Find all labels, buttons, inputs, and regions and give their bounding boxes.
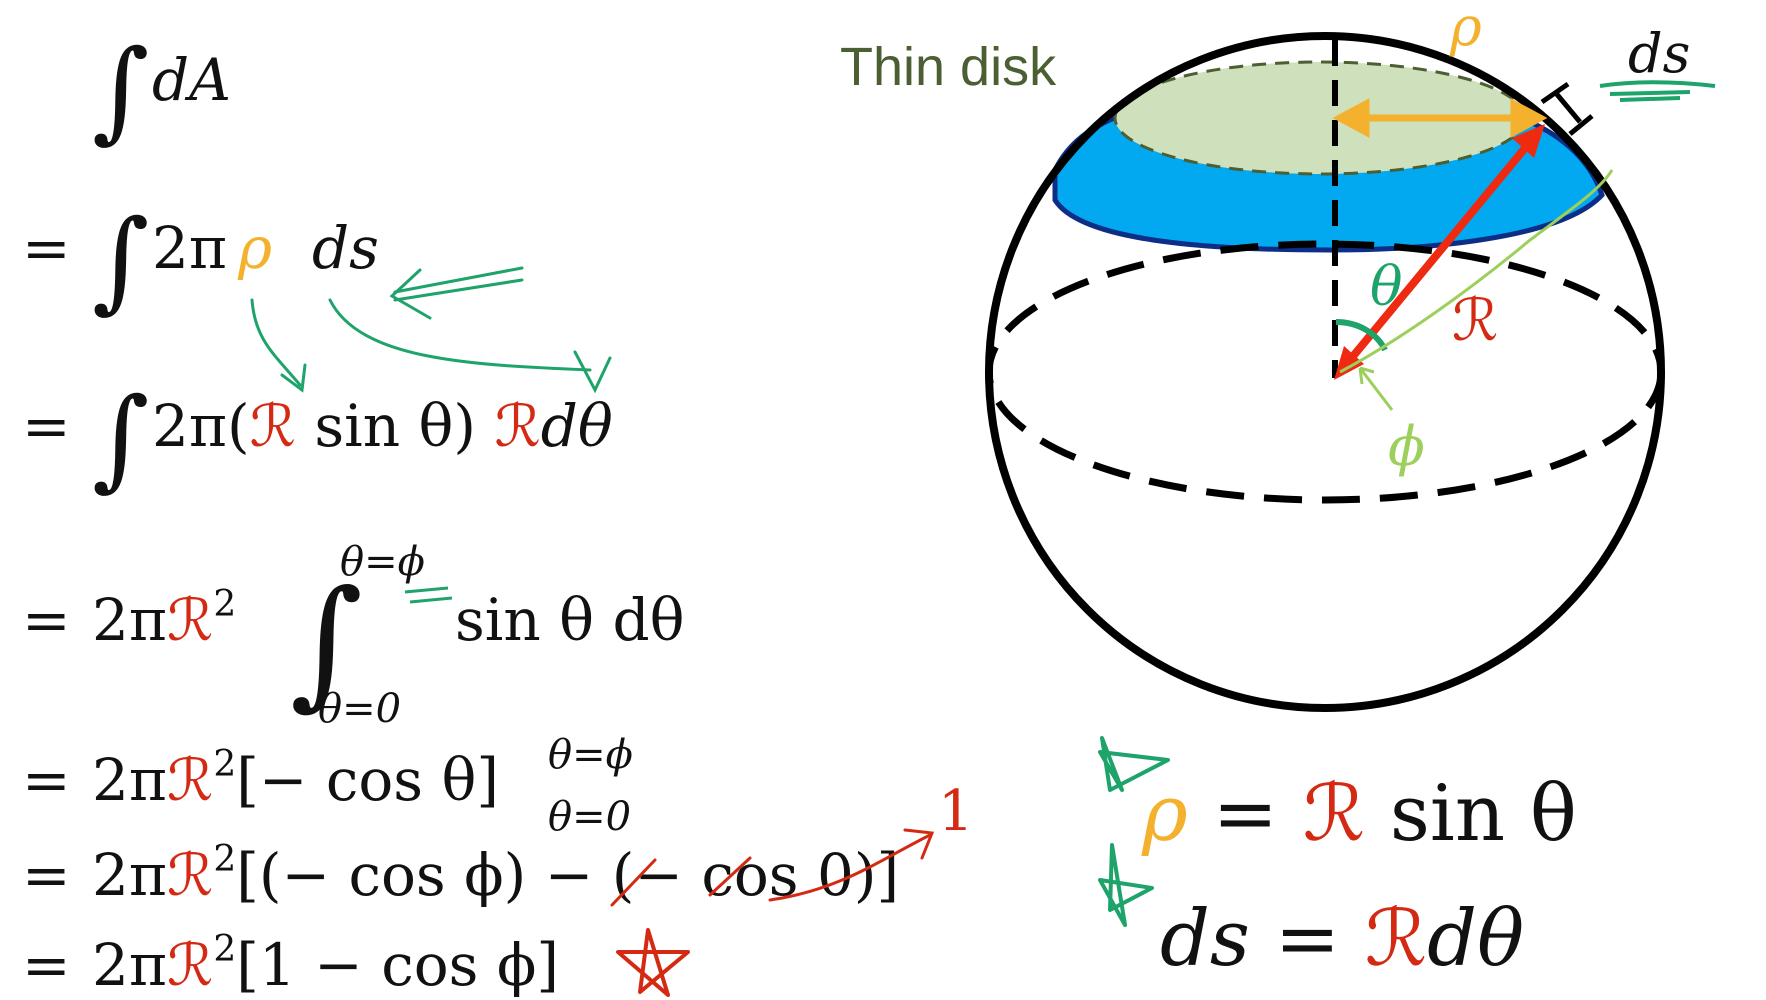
key-relations: ρ = ℛ sin θ ds = ℛdθ [1098, 736, 1577, 984]
green-star-icon-2 [1098, 843, 1154, 927]
bracket-5: [− cos θ] [236, 746, 499, 814]
squared-7: 2 [213, 929, 236, 970]
ds-tick [1540, 81, 1594, 136]
squared-6: 2 [213, 839, 236, 880]
equals-7: = [22, 931, 71, 999]
rho-eq-R: ℛ [1303, 769, 1365, 859]
two-pi-7: 2π [92, 931, 167, 999]
rho-eq-rhs: sin θ [1365, 769, 1577, 859]
two-pi-5: 2π [92, 746, 167, 814]
equals-4: = [22, 586, 71, 654]
line3-expression: 2π(ℛ sin θ) ℛdθ [152, 392, 613, 460]
line3-open: 2π( [152, 392, 250, 460]
equals-3: = [22, 392, 71, 460]
squared-5: 2 [213, 744, 236, 785]
phi-label: ϕ [1388, 415, 1425, 478]
upper-limit-5: θ=ϕ [548, 732, 633, 778]
ds-eq-rhs: dθ [1427, 894, 1524, 984]
script-R-7: ℛ [167, 931, 213, 999]
lower-limit-4: θ=0 [318, 686, 401, 732]
thin-disk-label: Thin disk [840, 37, 1057, 97]
line3-sin: sin θ) [296, 392, 495, 460]
rho-term: ρ [237, 214, 272, 282]
bracket-6: [(− cos ϕ) − (− cos 0)] [236, 841, 899, 909]
ds-term: ds [312, 214, 379, 282]
line5-expression: 2πℛ2[− cos θ] [92, 744, 499, 814]
rho-label: ρ [1449, 0, 1482, 58]
line3-dtheta: dθ [541, 392, 613, 460]
two-pi-4: 2π [92, 586, 167, 654]
script-R-6: ℛ [167, 841, 213, 909]
bracket-7: [1 − cos ϕ] [236, 931, 559, 999]
integral-sign-1: ∫ [92, 26, 149, 154]
squared-4: 2 [213, 584, 236, 625]
ds-eq-lhs: ds = [1160, 894, 1365, 984]
rho-eq-equals: = [1188, 769, 1303, 859]
phi-arc [1339, 169, 1614, 374]
upper-limit-4: θ=ϕ [340, 539, 425, 585]
ds-label: ds [1628, 22, 1690, 85]
line4-prefix: 2πℛ2 [92, 584, 236, 654]
green-star-icon-1 [1098, 736, 1170, 792]
script-R-4: ℛ [167, 586, 213, 654]
equals-2: = [22, 214, 71, 282]
red-cancel-annotation [610, 828, 935, 907]
ds-equation: ds = ℛdθ [1160, 894, 1524, 984]
phi-pointer [1358, 366, 1394, 411]
annotation-one: 1 [938, 779, 974, 844]
ds-eq-R: ℛ [1365, 894, 1427, 984]
theta-label: θ [1370, 255, 1403, 318]
script-R-5: ℛ [167, 746, 213, 814]
equator-back [985, 240, 1665, 504]
equals-6: = [22, 841, 71, 909]
red-star-icon [616, 928, 690, 997]
line7-expression: 2πℛ2[1 − cos ϕ] [92, 929, 559, 999]
integral-sign-3: ∫ [92, 374, 149, 502]
R-label: ℛ [1452, 286, 1498, 354]
dA-term: dA [152, 46, 231, 114]
green-arrows-annotation [250, 266, 612, 394]
rho-arrow [1332, 98, 1548, 138]
ds-green-scribble [1599, 80, 1716, 102]
script-R-2: ℛ [494, 392, 540, 460]
integral-sign-2: ∫ [92, 196, 149, 324]
two-pi-2: 2π [152, 214, 227, 282]
equals-5: = [22, 746, 71, 814]
sphere-figure: Thin disk ρ ds θ ℛ ϕ [840, 0, 1716, 712]
rho-eq-lhs: ρ [1141, 769, 1188, 859]
rho-equation: ρ = ℛ sin θ [1141, 769, 1577, 859]
lower-limit-5: θ=0 [548, 794, 631, 840]
derivation: ∫ dA = ∫ 2π ρ ds = ∫ 2π(ℛ sin θ) ℛdθ = 2… [22, 26, 974, 999]
underline-phi-annotation [404, 586, 453, 604]
integrand-4: sin θ dθ [455, 586, 685, 654]
two-pi-6: 2π [92, 841, 167, 909]
script-R-1: ℛ [250, 392, 296, 460]
integral-sign-4: ∫ [290, 561, 363, 724]
